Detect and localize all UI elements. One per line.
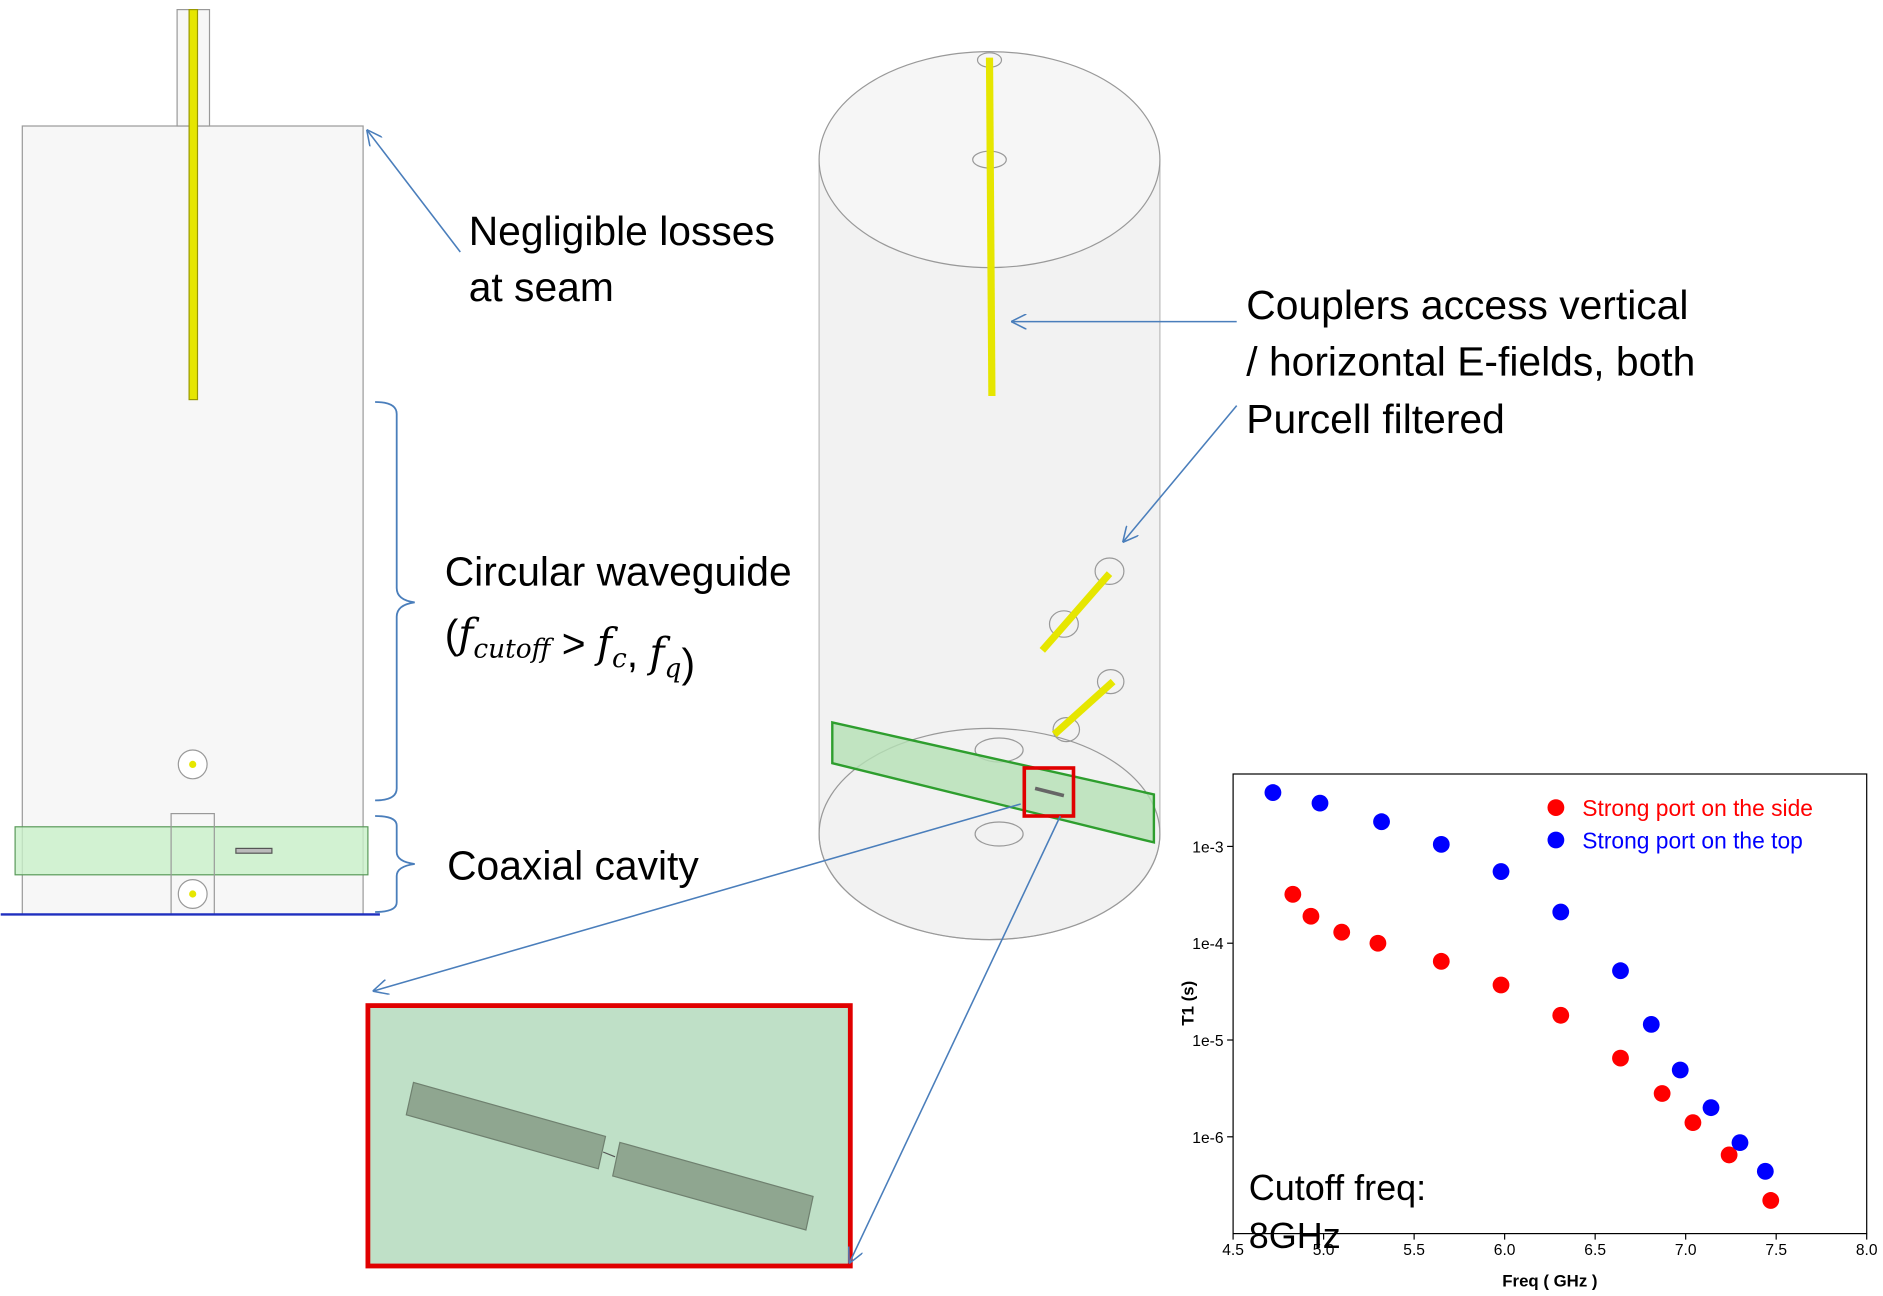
x-tick-label: 6.5: [1584, 1242, 1606, 1259]
point: [1757, 1163, 1774, 1180]
point: [1284, 886, 1301, 903]
inset: [368, 1006, 850, 1266]
brace: [375, 816, 415, 912]
x-tick-label: 5.0: [1313, 1242, 1335, 1259]
point: [1370, 935, 1387, 952]
point: [1643, 1016, 1660, 1033]
point: [1552, 1007, 1569, 1024]
annotation: Couplers access vertical: [1246, 282, 1688, 328]
port-pin: [189, 890, 196, 897]
legend-marker: [1548, 832, 1565, 849]
point: [1685, 1114, 1702, 1131]
point: [1672, 1062, 1689, 1079]
chart-note: Cutoff freq:: [1249, 1167, 1426, 1208]
point: [1612, 962, 1629, 979]
x-tick-label: 4.5: [1222, 1242, 1244, 1259]
point: [1703, 1099, 1720, 1116]
point: [1493, 977, 1510, 994]
legend-label: Strong port on the top: [1582, 827, 1803, 853]
coupler-rod: [990, 58, 992, 396]
y-tick-label: 1e-6: [1192, 1130, 1223, 1147]
x-axis-title: Freq ( GHz ): [1502, 1271, 1597, 1290]
annotation: Circular waveguide: [445, 549, 792, 595]
point: [1265, 784, 1282, 801]
annotation: Purcell filtered: [1246, 396, 1504, 442]
formula-part: ,: [627, 630, 650, 676]
brace: [375, 402, 415, 800]
point: [1654, 1085, 1671, 1102]
formula-part: ): [681, 640, 695, 686]
point: [1612, 1050, 1629, 1067]
x-tick-label: 7.0: [1675, 1242, 1697, 1259]
point: [1433, 836, 1450, 853]
point: [1433, 953, 1450, 970]
formula-subscript: q: [665, 653, 682, 684]
point: [1732, 1134, 1749, 1151]
port-pin: [189, 761, 196, 768]
coupler-rod: [189, 10, 197, 400]
x-tick-label: 6.0: [1494, 1242, 1516, 1259]
chip: [15, 827, 368, 875]
legend-marker: [1548, 799, 1565, 816]
formula-subscript: cutoff: [473, 634, 554, 665]
annotation: / horizontal E-fields, both: [1246, 339, 1695, 385]
point: [1303, 908, 1320, 925]
annotation: Coaxial cavity: [447, 843, 699, 889]
x-tick-label: 5.5: [1403, 1242, 1425, 1259]
y-axis-title: T1 (s): [1179, 981, 1198, 1026]
point: [1373, 813, 1390, 830]
point: [1493, 863, 1510, 880]
point: [1312, 795, 1329, 812]
annotation: Negligible losses: [469, 208, 775, 254]
point: [1333, 924, 1350, 941]
point: [1762, 1192, 1779, 1209]
annotation-formula: (fcutoff > fc, fq): [445, 610, 695, 686]
arrow: [367, 130, 461, 252]
y-tick-label: 1e-3: [1192, 839, 1223, 856]
point: [1552, 904, 1569, 921]
x-tick-label: 8.0: [1856, 1242, 1878, 1259]
legend-label: Strong port on the side: [1582, 795, 1813, 821]
x-tick-label: 7.5: [1765, 1242, 1787, 1259]
y-tick-label: 1e-4: [1192, 936, 1224, 953]
qubit: [236, 848, 272, 853]
chart: Cutoff freq: 8GHz Freq ( GHz ) T1 (s) 4.…: [1179, 774, 1878, 1290]
formula-part: (: [445, 611, 459, 657]
formula-part: >: [550, 621, 597, 667]
y-tick-label: 1e-5: [1192, 1033, 1224, 1050]
slide: Negligible losses at seam Couplers acces…: [0, 0, 1883, 1296]
formula-subscript: c: [612, 643, 627, 674]
annotation: at seam: [469, 264, 614, 310]
